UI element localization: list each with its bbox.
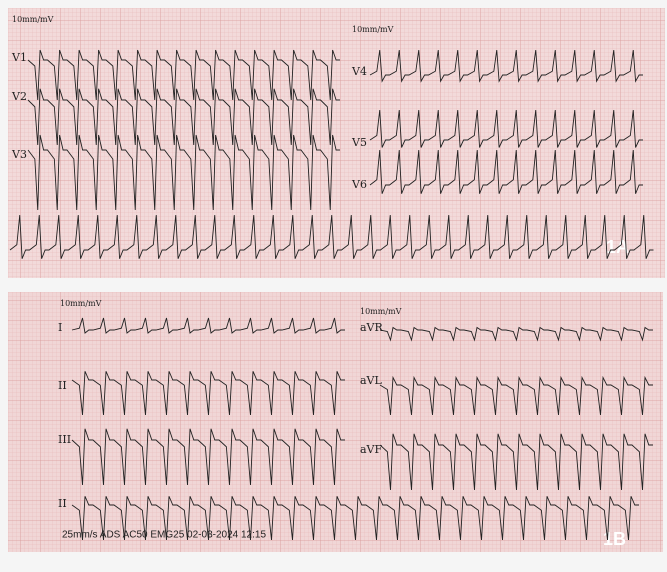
scale-label: 10mm/mV	[12, 15, 54, 24]
lead-label: I	[58, 321, 62, 334]
grid	[8, 8, 665, 278]
lead-label: V4	[351, 65, 367, 78]
lead-label: V5	[351, 136, 367, 149]
panel-a: 10mm/mV V1 V2 V3 10mm/mV V4 V5 V6 1A	[8, 8, 665, 278]
lead-label: V6	[351, 178, 367, 191]
lead-label: aVL	[360, 374, 383, 387]
lead-label: III	[58, 433, 71, 446]
lead-label: V1	[11, 51, 27, 64]
scale-label: 10mm/mV	[360, 307, 402, 316]
lead-label: V2	[11, 90, 27, 103]
scale-label: 10mm/mV	[60, 299, 102, 308]
footer-text: 25mm/s ADS AC50 EMG25 02-03-2024 12:15	[62, 530, 266, 541]
panel-b: 10mm/mV I II III 10mm/mV aVR aVL aVF II …	[8, 292, 663, 552]
scale-label: 10mm/mV	[352, 25, 394, 34]
lead-label: II	[58, 497, 67, 510]
lead-label: V3	[11, 148, 27, 161]
lead-label: II	[58, 379, 67, 392]
lead-label: aVR	[360, 321, 384, 334]
ecg-figure: 10mm/mV V1 V2 V3 10mm/mV V4 V5 V6 1A 10m…	[0, 0, 667, 572]
lead-label: aVF	[360, 443, 383, 456]
grid	[8, 292, 663, 552]
